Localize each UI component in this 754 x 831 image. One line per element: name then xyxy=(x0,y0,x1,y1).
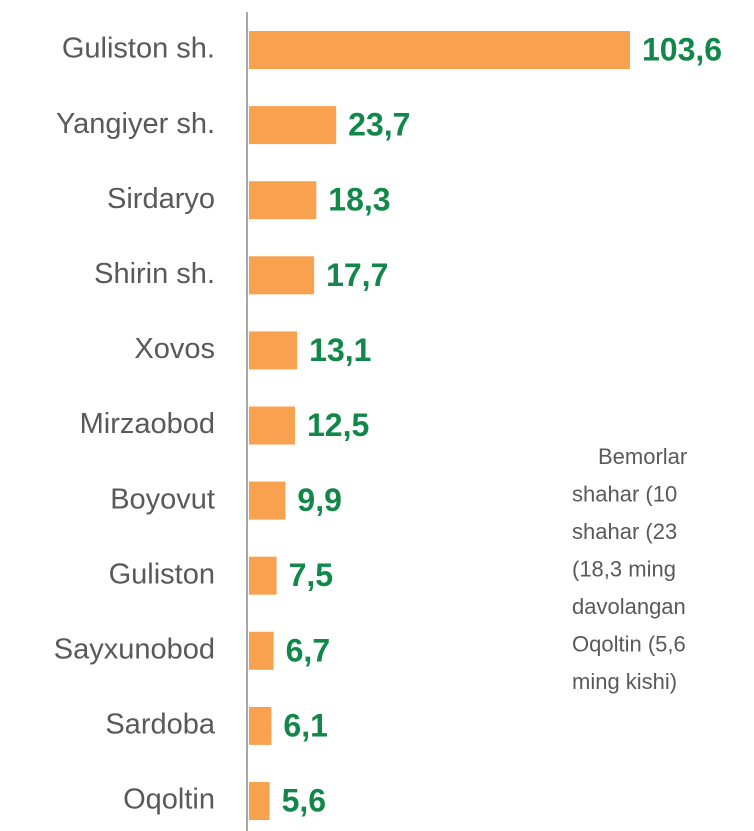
category-label: Sirdaryo xyxy=(107,183,215,215)
bar xyxy=(249,106,337,145)
value-label: 103,6 xyxy=(642,31,722,67)
category-label: Guliston xyxy=(109,558,215,590)
bar xyxy=(249,481,286,520)
annotation-line: shahar (23 xyxy=(572,519,677,544)
category-label: Sayxunobod xyxy=(54,633,215,665)
bar xyxy=(249,782,270,820)
bar xyxy=(249,181,317,220)
category-label: Yangiyer sh. xyxy=(56,108,215,140)
value-label: 7,5 xyxy=(289,557,333,593)
category-label: Shirin sh. xyxy=(94,258,215,290)
annotation-line: davolangan xyxy=(572,594,686,619)
category-label: Boyovut xyxy=(110,483,215,515)
category-label: Oqoltin xyxy=(123,784,215,816)
annotation-line: ming kishi) xyxy=(572,669,677,694)
value-label: 9,9 xyxy=(297,482,341,518)
bar xyxy=(249,406,295,445)
category-label: Xovos xyxy=(134,333,215,365)
bar xyxy=(249,256,315,295)
value-label: 17,7 xyxy=(326,257,388,293)
annotation-line: shahar (10 xyxy=(572,481,677,506)
value-label: 5,6 xyxy=(282,782,326,818)
bar xyxy=(249,631,274,670)
value-label: 23,7 xyxy=(348,107,410,143)
category-label: Guliston sh. xyxy=(62,33,215,65)
category-label: Mirzaobod xyxy=(80,408,215,440)
value-label: 12,5 xyxy=(307,407,369,443)
value-label: 6,1 xyxy=(283,707,327,743)
category-label: Sardoba xyxy=(105,709,216,741)
annotation-line: Bemorlar xyxy=(598,444,687,469)
bar xyxy=(249,706,272,745)
value-label: 6,7 xyxy=(286,632,330,668)
bar xyxy=(249,31,630,69)
bar xyxy=(249,331,298,370)
value-label: 18,3 xyxy=(328,182,390,218)
bar xyxy=(249,556,277,595)
annotation-line: Oqoltin (5,6 xyxy=(572,631,686,656)
value-label: 13,1 xyxy=(309,332,371,368)
annotation-line: (18,3 ming xyxy=(572,556,676,581)
